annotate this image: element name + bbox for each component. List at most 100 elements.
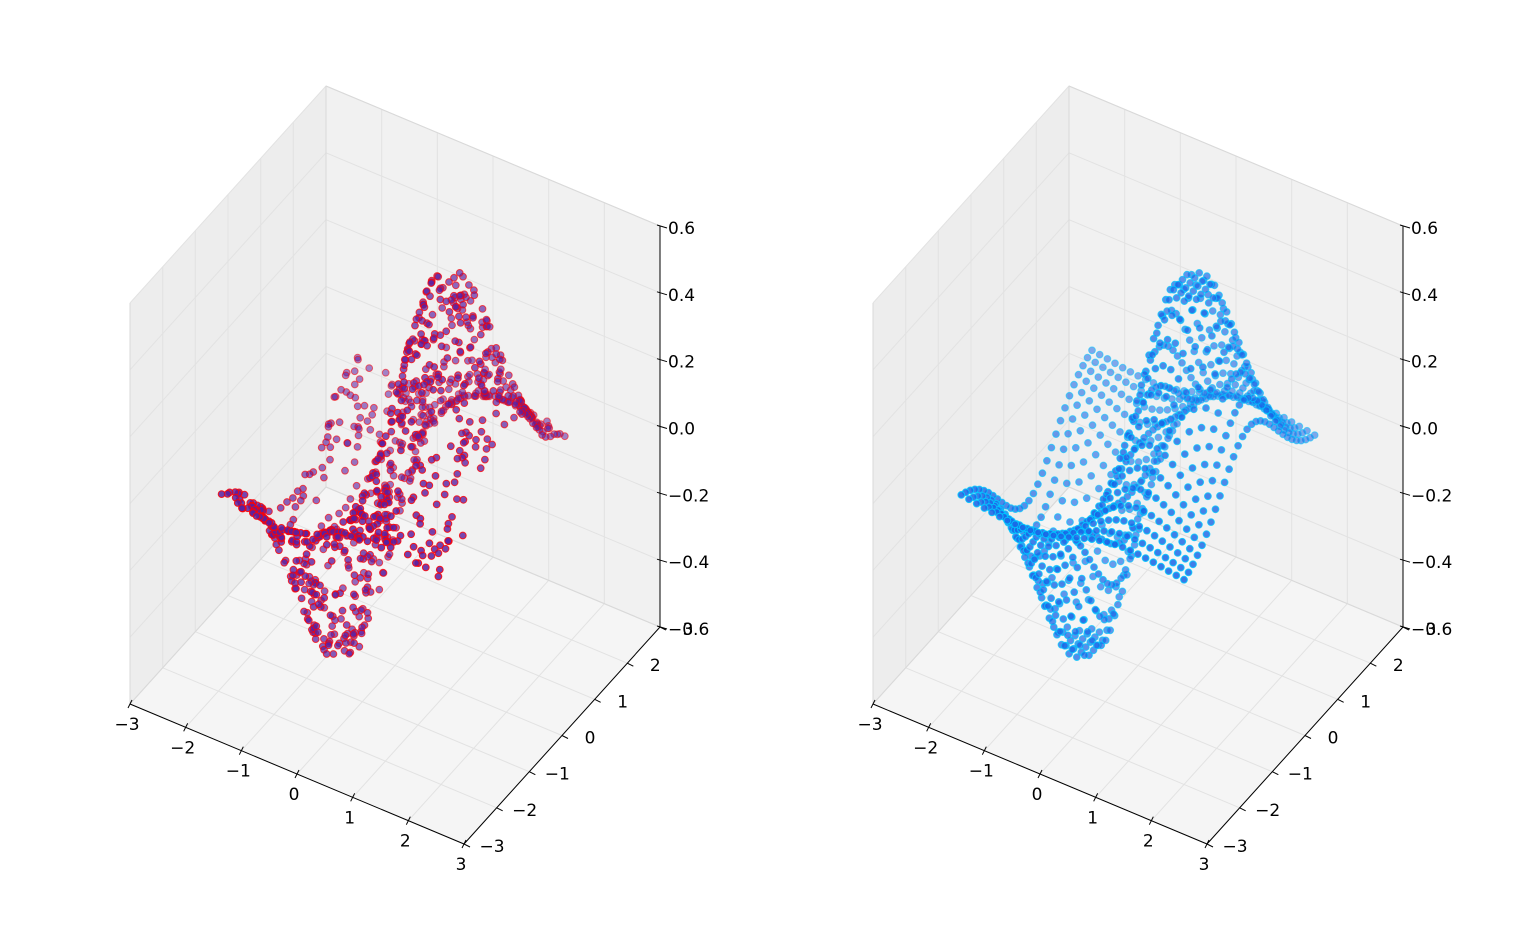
data-point (365, 364, 374, 373)
data-point (466, 343, 475, 352)
x-tick (238, 746, 244, 755)
data-point (329, 650, 338, 658)
data-point (434, 272, 443, 281)
data-point (1082, 586, 1091, 594)
data-point (312, 496, 321, 505)
data-point (1109, 503, 1117, 512)
data-point (355, 536, 364, 544)
data-point (1198, 541, 1206, 550)
data-point (478, 416, 487, 425)
data-point (312, 622, 321, 630)
data-point (1243, 425, 1251, 434)
data-point (1116, 557, 1125, 566)
data-point (1151, 364, 1160, 373)
y-tick-label: 3 (1426, 620, 1437, 640)
data-point (364, 570, 373, 579)
data-point (1106, 368, 1115, 377)
data-point (292, 528, 301, 537)
data-point (350, 458, 359, 467)
data-point (1053, 565, 1062, 574)
data-point (405, 347, 414, 356)
data-point (1125, 466, 1134, 475)
data-point (455, 312, 463, 321)
data-point (957, 491, 966, 499)
data-point (451, 303, 460, 311)
data-point (1041, 530, 1050, 539)
data-point (1206, 385, 1215, 394)
data-point (459, 438, 468, 447)
data-point (1250, 380, 1259, 389)
data-point (1187, 373, 1195, 382)
data-point (1157, 562, 1165, 571)
y-tick-label: 3 (683, 620, 694, 640)
y-tick-label: 0 (1328, 729, 1339, 749)
data-point (413, 396, 421, 405)
data-point (320, 594, 329, 602)
data-point (1082, 494, 1091, 503)
data-point (350, 367, 359, 376)
data-point (1206, 280, 1214, 289)
data-point (1191, 495, 1200, 504)
data-point (1224, 343, 1233, 352)
data-point (1238, 432, 1247, 441)
data-point (1242, 359, 1251, 368)
x-tick-label: −2 (913, 738, 938, 758)
data-point (347, 532, 356, 541)
data-point (1065, 574, 1074, 583)
data-point (1102, 379, 1110, 387)
data-point (1046, 490, 1054, 499)
data-point (482, 349, 490, 358)
x-tick (183, 723, 189, 732)
data-point (349, 603, 358, 612)
data-point (1171, 339, 1180, 348)
data-point (426, 292, 434, 301)
data-point (1190, 274, 1199, 282)
y-tick (1239, 807, 1246, 812)
data-point (365, 524, 374, 533)
data-point (423, 341, 432, 350)
data-point (334, 533, 342, 541)
data-point (430, 363, 439, 371)
data-point (1218, 299, 1227, 307)
data-point (1178, 359, 1186, 367)
data-point (405, 338, 414, 347)
data-point (1087, 596, 1095, 605)
data-point (442, 297, 451, 306)
data-point (1080, 411, 1089, 420)
z-tick-label: −0.6 (1411, 620, 1452, 640)
data-point (1201, 285, 1210, 294)
data-point (238, 504, 246, 513)
data-point (322, 540, 331, 549)
data-point (1126, 546, 1135, 555)
data-point (1208, 332, 1216, 340)
data-point (1034, 528, 1042, 537)
data-point (341, 466, 349, 475)
data-point (1212, 322, 1221, 331)
data-point (510, 413, 518, 422)
data-point (475, 357, 484, 366)
data-point (1107, 528, 1116, 536)
data-point (1222, 356, 1231, 365)
data-point (1118, 472, 1126, 480)
data-point (300, 607, 308, 616)
data-point (510, 383, 519, 392)
data-point (481, 365, 490, 374)
data-point (1062, 479, 1071, 488)
data-point (305, 579, 314, 588)
data-point (418, 551, 427, 560)
data-point (454, 394, 463, 403)
data-point (1121, 566, 1130, 574)
left-3d-scatter-axes: −3−2−10123−3−2−10123−0.6−0.4−0.20.00.20.… (114, 85, 709, 875)
data-point (1096, 431, 1105, 440)
data-point (485, 322, 494, 331)
data-point (1061, 561, 1069, 570)
data-point (1209, 294, 1218, 302)
data-point (1011, 520, 1019, 529)
data-point (382, 538, 391, 547)
z-tick (1399, 558, 1411, 563)
data-point (425, 320, 433, 329)
data-point (1087, 472, 1096, 480)
data-point (1049, 531, 1058, 540)
data-point (1158, 537, 1167, 546)
data-point (385, 550, 394, 559)
